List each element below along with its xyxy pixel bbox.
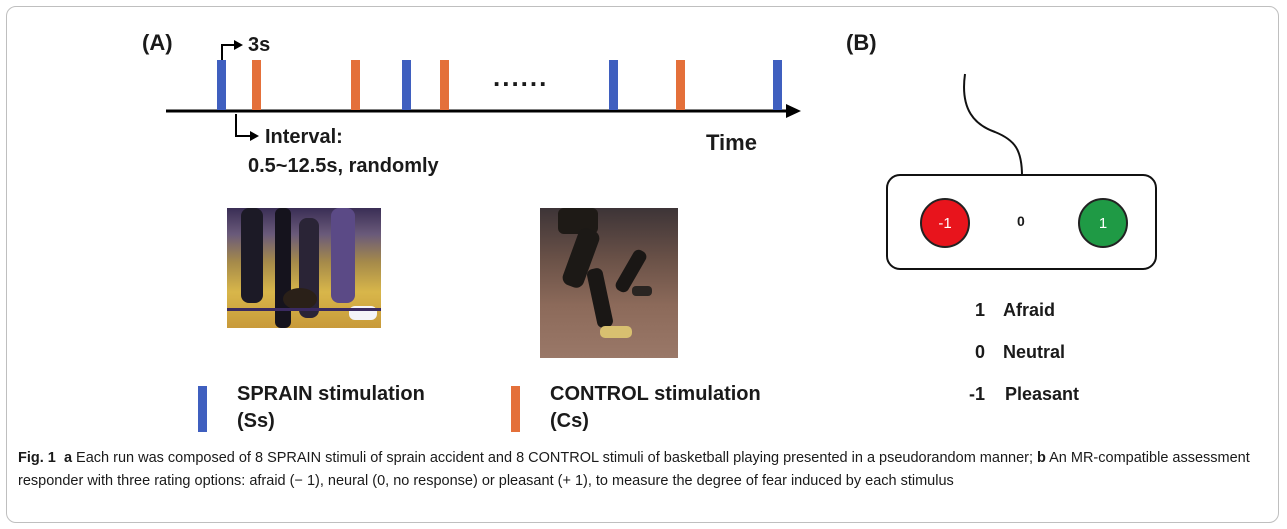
duration-label: 3s	[248, 34, 271, 56]
interval-arrowhead	[250, 131, 259, 141]
control-legend-swatch	[511, 386, 520, 432]
rating-afraid-text: Afraid	[1003, 300, 1056, 320]
control-stimulus-image	[540, 208, 678, 358]
figure-caption: Fig. 1 a Each run was composed of 8 SPRA…	[18, 447, 1270, 493]
panel-a-label: (A)	[142, 30, 173, 55]
rating-afraid-value: 1	[975, 300, 986, 320]
panel-b-label: (B)	[846, 30, 877, 55]
pleasant-button-label: 1	[1098, 214, 1108, 232]
rating-neutral-value: 0	[975, 342, 986, 362]
sprain-stimulus-bar	[609, 60, 618, 110]
caption-fig-number: Fig. 1	[18, 450, 56, 466]
control-legend-label: CONTROL stimulation	[550, 383, 761, 405]
control-stimulus-bar	[676, 60, 685, 110]
duration-arrowhead	[234, 40, 243, 50]
control-stimulus-bar	[252, 60, 261, 110]
sprain-legend-label: SPRAIN stimulation	[237, 383, 425, 405]
duration-arrow	[221, 44, 236, 60]
sprain-stimulus-bar	[773, 60, 782, 110]
rating-pleasant-text: Pleasant	[1005, 384, 1080, 404]
stimulus-bars	[217, 60, 782, 110]
sprain-legend-swatch	[198, 386, 207, 432]
figure-frame	[6, 6, 1279, 523]
sprain-stimulus-bar	[402, 60, 411, 110]
control-stimulus-bar	[351, 60, 360, 110]
time-label: Time	[706, 130, 757, 155]
pleasant-button: 1	[1078, 198, 1128, 248]
rating-pleasant-value: -1	[969, 384, 986, 404]
interval-arrow	[235, 114, 252, 137]
caption-b-letter: b	[1037, 450, 1046, 466]
control-legend-abbrev: (Cs)	[550, 410, 589, 432]
assessment-responder: -1 0 1	[886, 174, 1157, 270]
neutral-indicator: 0	[1017, 213, 1025, 229]
sprain-stimulus-image	[227, 208, 381, 328]
caption-a-text: Each run was composed of 8 SPRAIN stimul…	[72, 450, 1038, 466]
interval-label-line1: Interval:	[265, 126, 343, 148]
sprain-stimulus-bar	[217, 60, 226, 110]
responder-cable	[963, 73, 1023, 177]
sprain-legend-abbrev: (Ss)	[237, 410, 275, 432]
afraid-button: -1	[920, 198, 970, 248]
control-stimulus-bar	[440, 60, 449, 110]
time-axis-arrowhead	[786, 104, 801, 118]
caption-b-text: An MR-compatible assessment responder wi…	[18, 450, 1250, 489]
afraid-button-label: -1	[938, 214, 952, 232]
ellipsis: ......	[493, 62, 549, 92]
rating-neutral-text: Neutral	[1003, 342, 1066, 362]
caption-a-letter: a	[63, 450, 73, 466]
interval-label-line2: 0.5~12.5s, randomly	[248, 155, 439, 177]
